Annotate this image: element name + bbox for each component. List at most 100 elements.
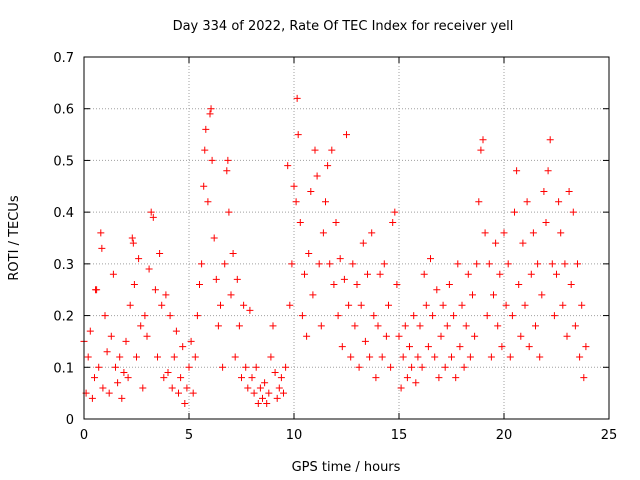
y-tick-label: 0.7 bbox=[53, 51, 74, 66]
data-point bbox=[454, 260, 462, 268]
data-point bbox=[210, 234, 218, 242]
data-point bbox=[389, 218, 397, 226]
data-point bbox=[576, 353, 584, 361]
data-point bbox=[164, 368, 172, 376]
x-tick-label: 15 bbox=[391, 428, 408, 443]
grid-lines bbox=[84, 57, 609, 419]
data-point bbox=[420, 270, 428, 278]
data-point bbox=[502, 301, 510, 309]
data-point bbox=[248, 374, 256, 382]
data-point bbox=[109, 270, 117, 278]
data-point bbox=[97, 229, 105, 237]
data-point bbox=[395, 332, 403, 340]
y-tick-label: 0.5 bbox=[53, 154, 74, 169]
data-point bbox=[378, 353, 386, 361]
data-point bbox=[401, 322, 409, 330]
data-point bbox=[286, 301, 294, 309]
data-point bbox=[479, 136, 487, 144]
data-point bbox=[217, 301, 224, 309]
data-point bbox=[201, 146, 209, 154]
data-point bbox=[101, 312, 109, 320]
data-point bbox=[206, 110, 214, 118]
data-point bbox=[324, 162, 332, 170]
data-point bbox=[567, 281, 575, 289]
data-point bbox=[332, 218, 340, 226]
data-point bbox=[349, 260, 357, 268]
data-point bbox=[99, 384, 107, 392]
data-point bbox=[361, 337, 369, 345]
data-point bbox=[240, 301, 248, 309]
data-point bbox=[498, 343, 506, 351]
data-point bbox=[122, 337, 130, 345]
data-point bbox=[336, 255, 344, 263]
data-point bbox=[275, 384, 283, 392]
data-point bbox=[399, 353, 407, 361]
data-point bbox=[256, 384, 264, 392]
data-point bbox=[305, 250, 313, 258]
x-tick-label: 25 bbox=[601, 428, 618, 443]
data-point bbox=[200, 182, 208, 190]
data-point bbox=[351, 322, 359, 330]
data-point bbox=[416, 322, 424, 330]
data-point bbox=[315, 260, 323, 268]
data-point bbox=[214, 322, 222, 330]
data-point bbox=[202, 125, 210, 133]
data-point bbox=[412, 379, 420, 387]
data-point bbox=[460, 363, 468, 371]
data-point bbox=[191, 353, 199, 361]
data-point bbox=[107, 332, 115, 340]
data-point bbox=[187, 337, 195, 345]
y-axis-label: ROTI / TECUs bbox=[7, 195, 22, 280]
data-point bbox=[301, 270, 308, 278]
data-point bbox=[177, 374, 185, 382]
data-point bbox=[410, 312, 418, 320]
data-point bbox=[380, 260, 388, 268]
data-point bbox=[86, 327, 94, 335]
data-point bbox=[445, 281, 453, 289]
data-point bbox=[172, 327, 180, 335]
data-point bbox=[189, 389, 197, 397]
data-point bbox=[238, 374, 245, 382]
data-point bbox=[364, 270, 371, 278]
data-point bbox=[475, 198, 483, 206]
data-point bbox=[370, 312, 378, 320]
data-point bbox=[282, 363, 290, 371]
data-point bbox=[91, 374, 98, 382]
data-point bbox=[166, 312, 174, 320]
data-point bbox=[98, 244, 106, 252]
y-tick-label: 0.2 bbox=[53, 310, 74, 325]
data-point bbox=[261, 379, 269, 387]
data-point bbox=[422, 301, 430, 309]
data-point bbox=[313, 172, 321, 180]
data-point bbox=[231, 353, 239, 361]
data-point bbox=[229, 250, 237, 258]
data-point bbox=[578, 301, 586, 309]
data-point bbox=[437, 332, 445, 340]
axis-ticks: 0 5 10 15 20 25 0 0.1 0.2 0.3 0.4 0.5 0.6 0.7 bbox=[53, 51, 617, 443]
data-point bbox=[293, 94, 301, 102]
data-point bbox=[265, 389, 273, 397]
data-point bbox=[431, 353, 439, 361]
data-point bbox=[534, 260, 542, 268]
data-point bbox=[322, 198, 329, 206]
data-point bbox=[223, 167, 231, 175]
data-point bbox=[137, 322, 145, 330]
data-point bbox=[471, 332, 479, 340]
data-point bbox=[487, 353, 495, 361]
data-point bbox=[397, 384, 405, 392]
data-point bbox=[571, 322, 579, 330]
data-point bbox=[269, 322, 277, 330]
data-point bbox=[158, 301, 166, 309]
data-point bbox=[414, 353, 422, 361]
data-point bbox=[519, 239, 527, 247]
data-point bbox=[225, 208, 233, 216]
data-point bbox=[147, 208, 155, 216]
data-point bbox=[403, 374, 411, 382]
data-point bbox=[233, 275, 241, 283]
data-point bbox=[273, 394, 281, 402]
data-point bbox=[523, 198, 531, 206]
data-point bbox=[450, 312, 458, 320]
data-point bbox=[124, 374, 132, 382]
data-point bbox=[338, 343, 346, 351]
